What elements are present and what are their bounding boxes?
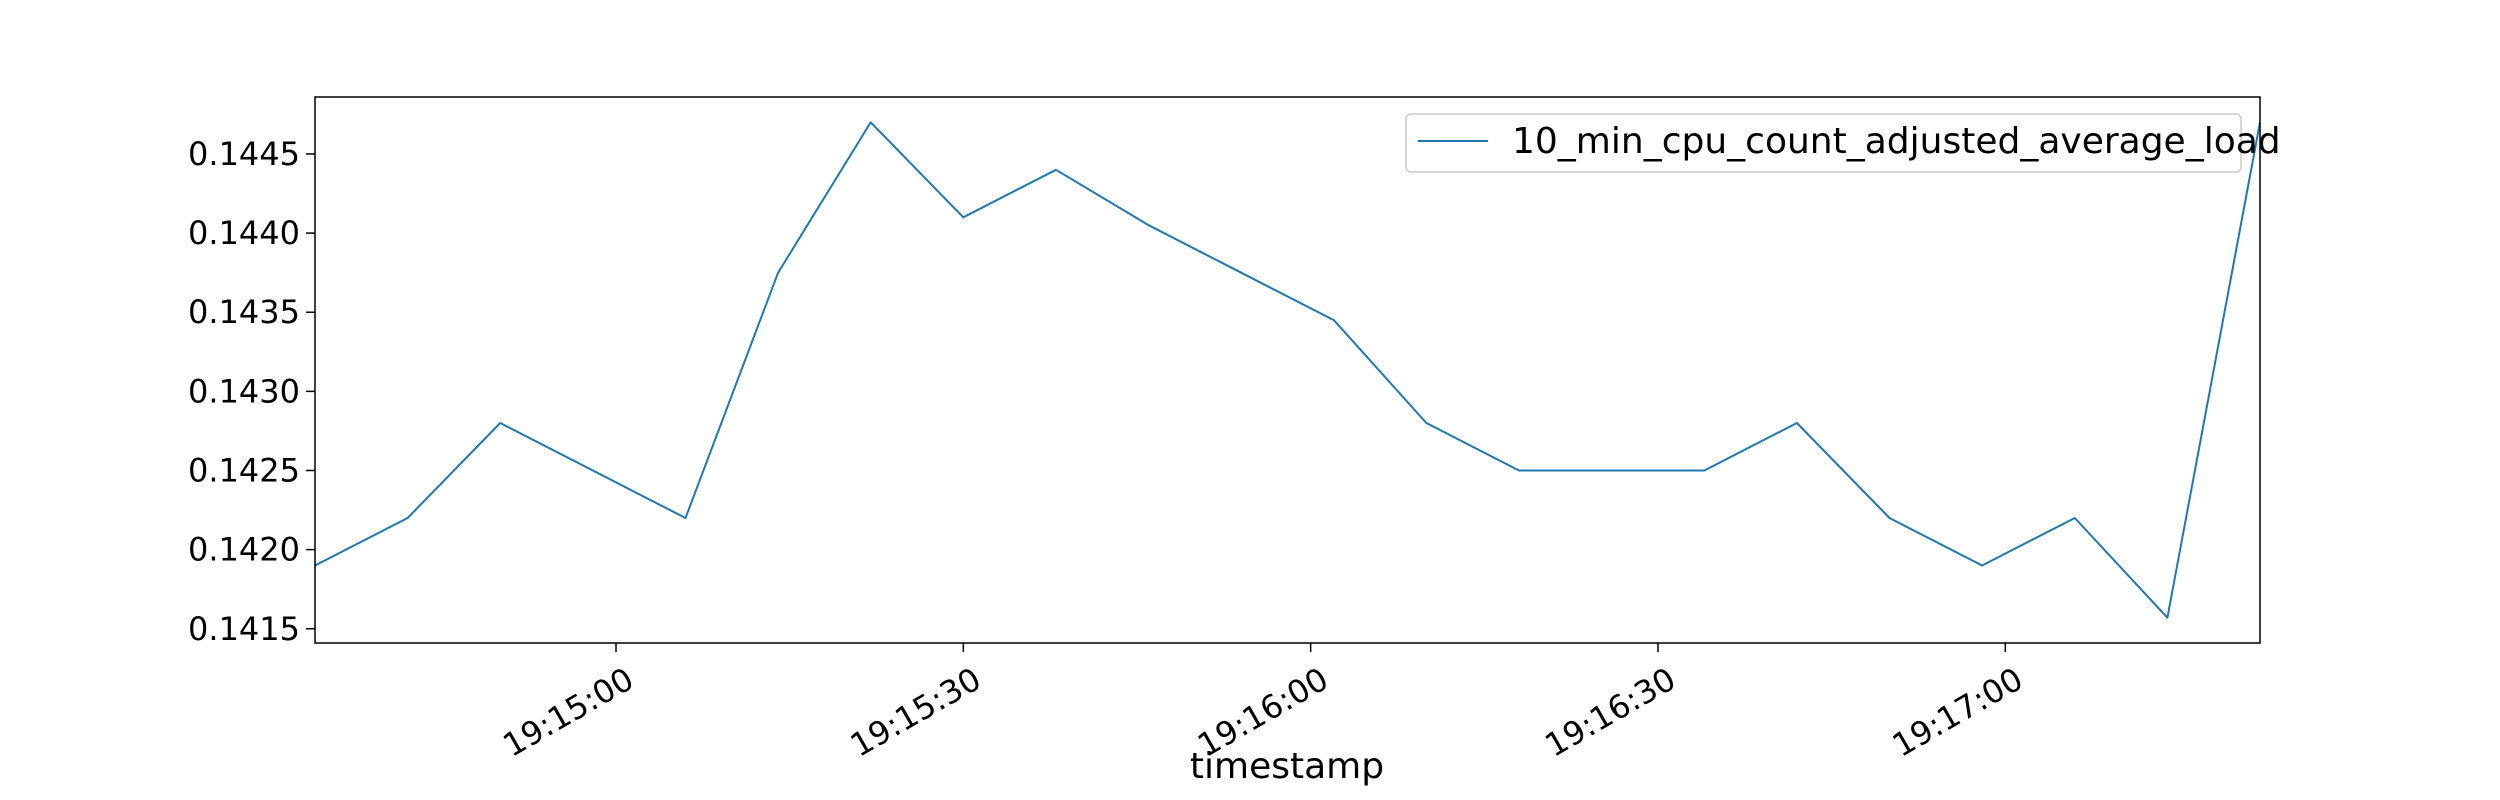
legend: 10_min_cpu_count_adjusted_average_load: [1405, 113, 2281, 173]
plot-marks: [314, 121, 2261, 619]
y-tick-label: 0.1425: [188, 451, 300, 489]
x-tick-label: 19:17:00: [1886, 660, 2029, 765]
x-tick-label: 19:15:30: [844, 660, 987, 765]
y-axis: 0.1415 0.1420 0.1425 0.1430 0.1435 0.1440 0.14…: [188, 135, 315, 648]
legend-box: [1405, 113, 2242, 173]
x-tick-label: 19:16:30: [1539, 660, 1682, 765]
y-tick-label: 0.1440: [188, 214, 300, 252]
legend-label-series-0: 10_min_cpu_count_adjusted_average_load: [1512, 121, 2281, 162]
y-tick-label: 0.1445: [188, 135, 300, 173]
x-tick-label: 19:15:00: [497, 660, 640, 765]
series-line-0: [314, 121, 2261, 619]
y-tick-label: 0.1415: [188, 610, 300, 648]
y-tick-label: 0.1435: [188, 293, 300, 331]
plot-frame: [314, 96, 2261, 644]
x-axis-label: timestamp: [1190, 746, 1384, 787]
y-tick-label: 0.1430: [188, 372, 300, 410]
y-tick-label: 0.1420: [188, 531, 300, 569]
